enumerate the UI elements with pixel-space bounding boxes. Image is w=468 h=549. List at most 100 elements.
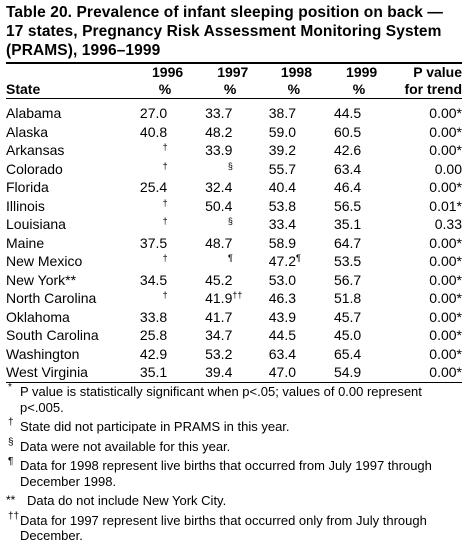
cell-value: 54.9: [333, 364, 362, 380]
p-value: 0.01*: [429, 197, 462, 214]
cell-value: 35.1: [333, 216, 362, 232]
cell-value: 34.7: [205, 327, 233, 343]
cell-value: 53.2: [205, 345, 233, 362]
p-value: 0.00*: [429, 179, 462, 195]
footnote-symbol: †: [8, 417, 14, 428]
cell-1998: 58.9: [248, 234, 312, 253]
cell-value: 48.7: [205, 234, 233, 251]
cell-1998: 33.4: [248, 215, 312, 234]
cell-1998: 44.5: [248, 326, 312, 345]
p-value: 0.00*: [429, 345, 462, 362]
state-name: Florida: [6, 179, 49, 195]
table-row: Colorado † § 55.7 63.4 0.00: [6, 160, 462, 179]
cell-value: 63.4: [333, 160, 362, 177]
cell-value: 46.3: [268, 290, 297, 306]
state-name: New Mexico: [6, 253, 83, 269]
state-name: Colorado: [6, 160, 63, 177]
p-value: 0.00*: [429, 234, 462, 251]
footnote-symbol: *: [8, 382, 12, 393]
cell-value: 41.9††: [205, 290, 243, 306]
cell-1996: 25.4: [118, 178, 183, 197]
cell-value: 32.4: [205, 179, 233, 195]
cell-value: 39.4: [205, 364, 233, 380]
cell-1999: 63.4: [312, 160, 377, 179]
top-rule: [6, 62, 462, 64]
cell-1998: 47.0: [248, 363, 312, 382]
cell-value: 33.7: [205, 105, 233, 121]
cell-1997: 45.2: [183, 271, 248, 290]
cell-value: 65.4: [333, 345, 362, 362]
table-row: New Mexico † ¶ 47.2¶ 53.5 0.00*: [6, 252, 462, 271]
cell-1996: †: [118, 289, 183, 308]
cell-value: 46.4: [333, 179, 362, 195]
cell-1998: 39.2: [248, 141, 312, 160]
state-name: Louisiana: [6, 216, 66, 232]
footnote-text: Data for 1998 represent live births that…: [20, 458, 432, 489]
p-value: 0.00*: [429, 105, 462, 121]
table-body: Alabama 27.0 33.7 38.7 44.5 0.00* Alaska 40.8 48…: [6, 104, 462, 382]
cell-value: 25.4: [139, 179, 168, 195]
cell-value: 40.4: [268, 179, 297, 195]
footnote-symbol: **: [6, 493, 16, 507]
cell-1998: 53.0: [248, 271, 312, 290]
state-name: South Carolina: [6, 327, 99, 343]
cell-value: 47.2¶: [268, 253, 301, 269]
cell-value: 37.5: [139, 234, 168, 251]
cell-value: 63.4: [268, 345, 297, 362]
cell-value: 53.8: [268, 197, 297, 214]
cell-value: 27.0: [139, 105, 168, 121]
footnote-text: State did not participate in PRAMS in th…: [20, 419, 290, 434]
p-value: 0.00: [434, 160, 462, 177]
header-row-2: State % % % % for trend: [6, 81, 462, 98]
cell-1999: 45.0: [312, 326, 377, 345]
cell-1999: 60.5: [312, 123, 377, 142]
cell-1999: 56.5: [312, 197, 377, 216]
header-pct-1999: %: [352, 81, 366, 97]
cell-1997: 48.7: [183, 234, 248, 253]
cell-1996: †: [118, 252, 183, 271]
state-name: Arkansas: [6, 142, 65, 158]
p-value: 0.00*: [429, 308, 462, 325]
table-row: Arkansas † 33.9 39.2 42.6 0.00*: [6, 141, 462, 160]
header-pct-1998: %: [287, 81, 301, 97]
cell-value: 35.1: [139, 364, 168, 380]
cell-value: 41.7: [205, 308, 233, 325]
state-name: Illinois: [6, 197, 45, 214]
cell-value: †: [162, 160, 168, 171]
header-pct-1997: %: [223, 81, 237, 97]
table-row: North Carolina † 41.9†† 46.3 51.8 0.00*: [6, 289, 462, 308]
header-1999: 1999: [346, 64, 378, 80]
cell-1996: 33.8: [118, 308, 183, 327]
cell-1999: 46.4: [312, 178, 377, 197]
cell-value: 60.5: [333, 123, 362, 140]
cell-1997: 33.7: [183, 104, 248, 123]
p-value: 0.00*: [429, 253, 462, 269]
header-1996: 1996: [152, 64, 184, 80]
state-name: Oklahoma: [6, 308, 70, 325]
table-row: Illinois † 50.4 53.8 56.5 0.01*: [6, 197, 462, 216]
cell-value: 64.7: [333, 234, 362, 251]
state-name: Alaska: [6, 123, 49, 140]
cell-1996: †: [118, 160, 183, 179]
footnote: ** Data do not include New York City.: [6, 493, 462, 509]
footnote-symbol: ††: [8, 510, 20, 522]
cell-1998: 63.4: [248, 345, 312, 364]
data-table: 1996 1997 1998 1999 P value State % % % …: [6, 64, 462, 382]
cell-1996: 35.1: [118, 363, 183, 382]
cell-value: †: [162, 142, 168, 152]
cell-1996: †: [118, 215, 183, 234]
cell-value: 42.9: [139, 345, 168, 362]
cell-1998: 59.0: [248, 123, 312, 142]
header-1997: 1997: [217, 64, 249, 80]
cell-1996: 25.8: [118, 326, 183, 345]
cell-1999: 64.7: [312, 234, 377, 253]
cell-1998: 53.8: [248, 197, 312, 216]
p-value: 0.00*: [429, 290, 462, 306]
state-name: Washington: [6, 345, 80, 362]
cell-value: †: [162, 253, 168, 263]
cell-value: 44.5: [268, 327, 297, 343]
footnote: † State did not participate in PRAMS in t…: [6, 417, 462, 435]
footnote: § Data were not available for this year.: [6, 437, 462, 455]
cell-1999: 65.4: [312, 345, 377, 364]
